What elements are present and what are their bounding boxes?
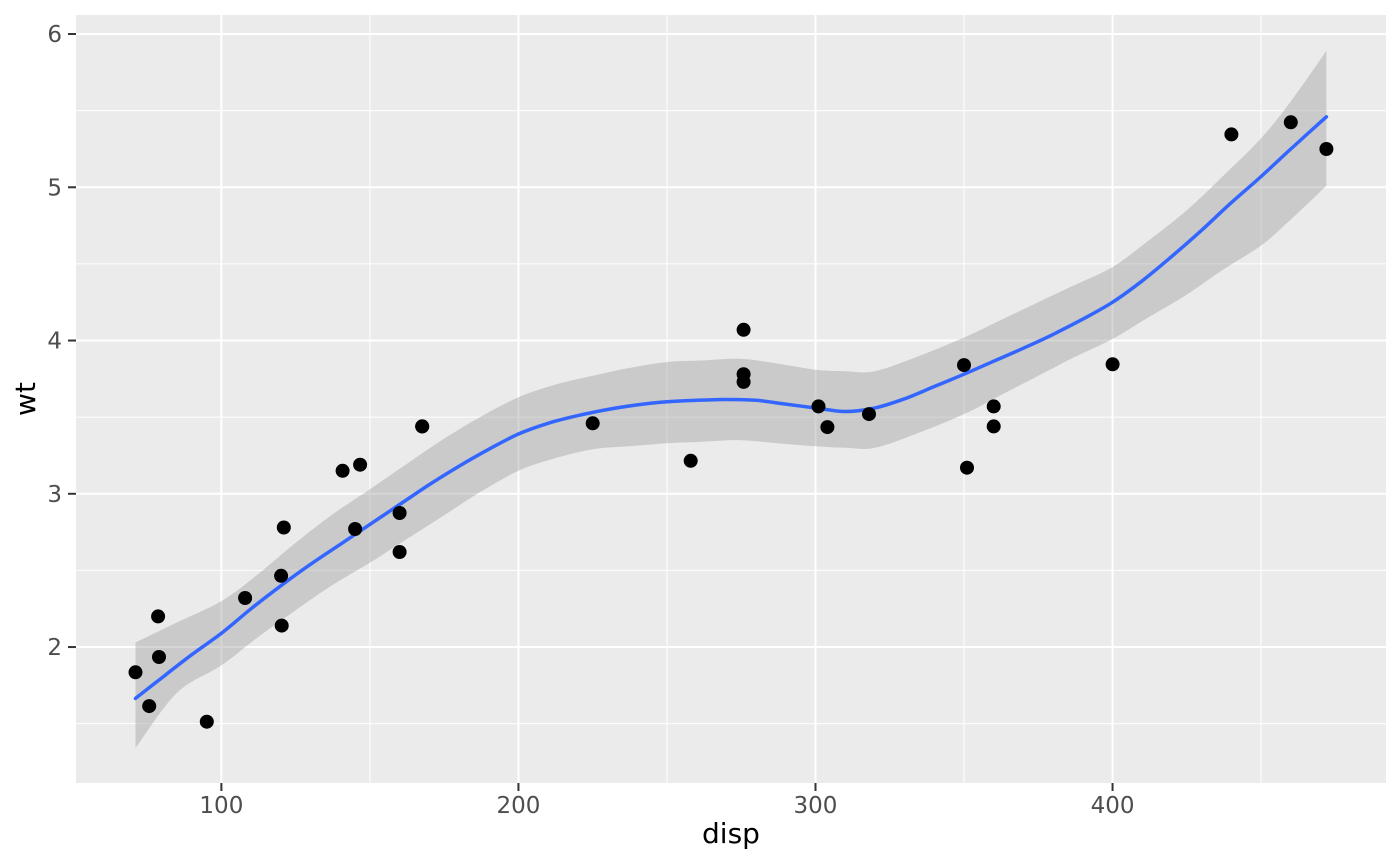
data-point [957, 358, 971, 373]
data-point [862, 407, 876, 422]
data-point [811, 399, 826, 414]
data-point [152, 650, 166, 664]
data-point [199, 714, 214, 729]
y-tick-label: 2 [47, 635, 62, 661]
data-point [348, 522, 363, 536]
smooth-line [133, 115, 1329, 701]
data-point [142, 699, 157, 714]
data-point [276, 520, 291, 535]
data-point [392, 506, 407, 520]
data-point [1319, 142, 1334, 156]
data-point [415, 419, 430, 434]
data-point [274, 568, 289, 583]
data-point [820, 420, 835, 435]
x-axis-title: disp [702, 817, 760, 850]
y-tick-label: 5 [47, 175, 62, 201]
data-point [1105, 357, 1120, 372]
data-point [683, 453, 698, 468]
data-point [335, 463, 350, 478]
y-tick-label: 3 [47, 482, 62, 508]
data-point [274, 618, 289, 633]
y-tick-label: 6 [47, 22, 62, 48]
data-point [353, 457, 368, 472]
data-point [736, 322, 751, 337]
data-point [986, 399, 1001, 414]
data-point [960, 460, 974, 475]
x-tick-label: 300 [794, 793, 838, 819]
x-tick-label: 200 [496, 793, 540, 819]
data-point [1224, 127, 1239, 142]
data-point [585, 416, 600, 431]
y-axis-title: wt [9, 382, 42, 416]
x-tick-label: 400 [1091, 793, 1135, 819]
x-tick-label: 100 [199, 793, 243, 819]
data-point [392, 545, 407, 559]
data-point [151, 609, 166, 624]
y-tick-label: 4 [47, 329, 62, 355]
data-point [1283, 115, 1298, 130]
data-point [986, 419, 1001, 434]
data-point [238, 591, 253, 605]
data-point [128, 665, 143, 680]
data-point [736, 367, 751, 382]
